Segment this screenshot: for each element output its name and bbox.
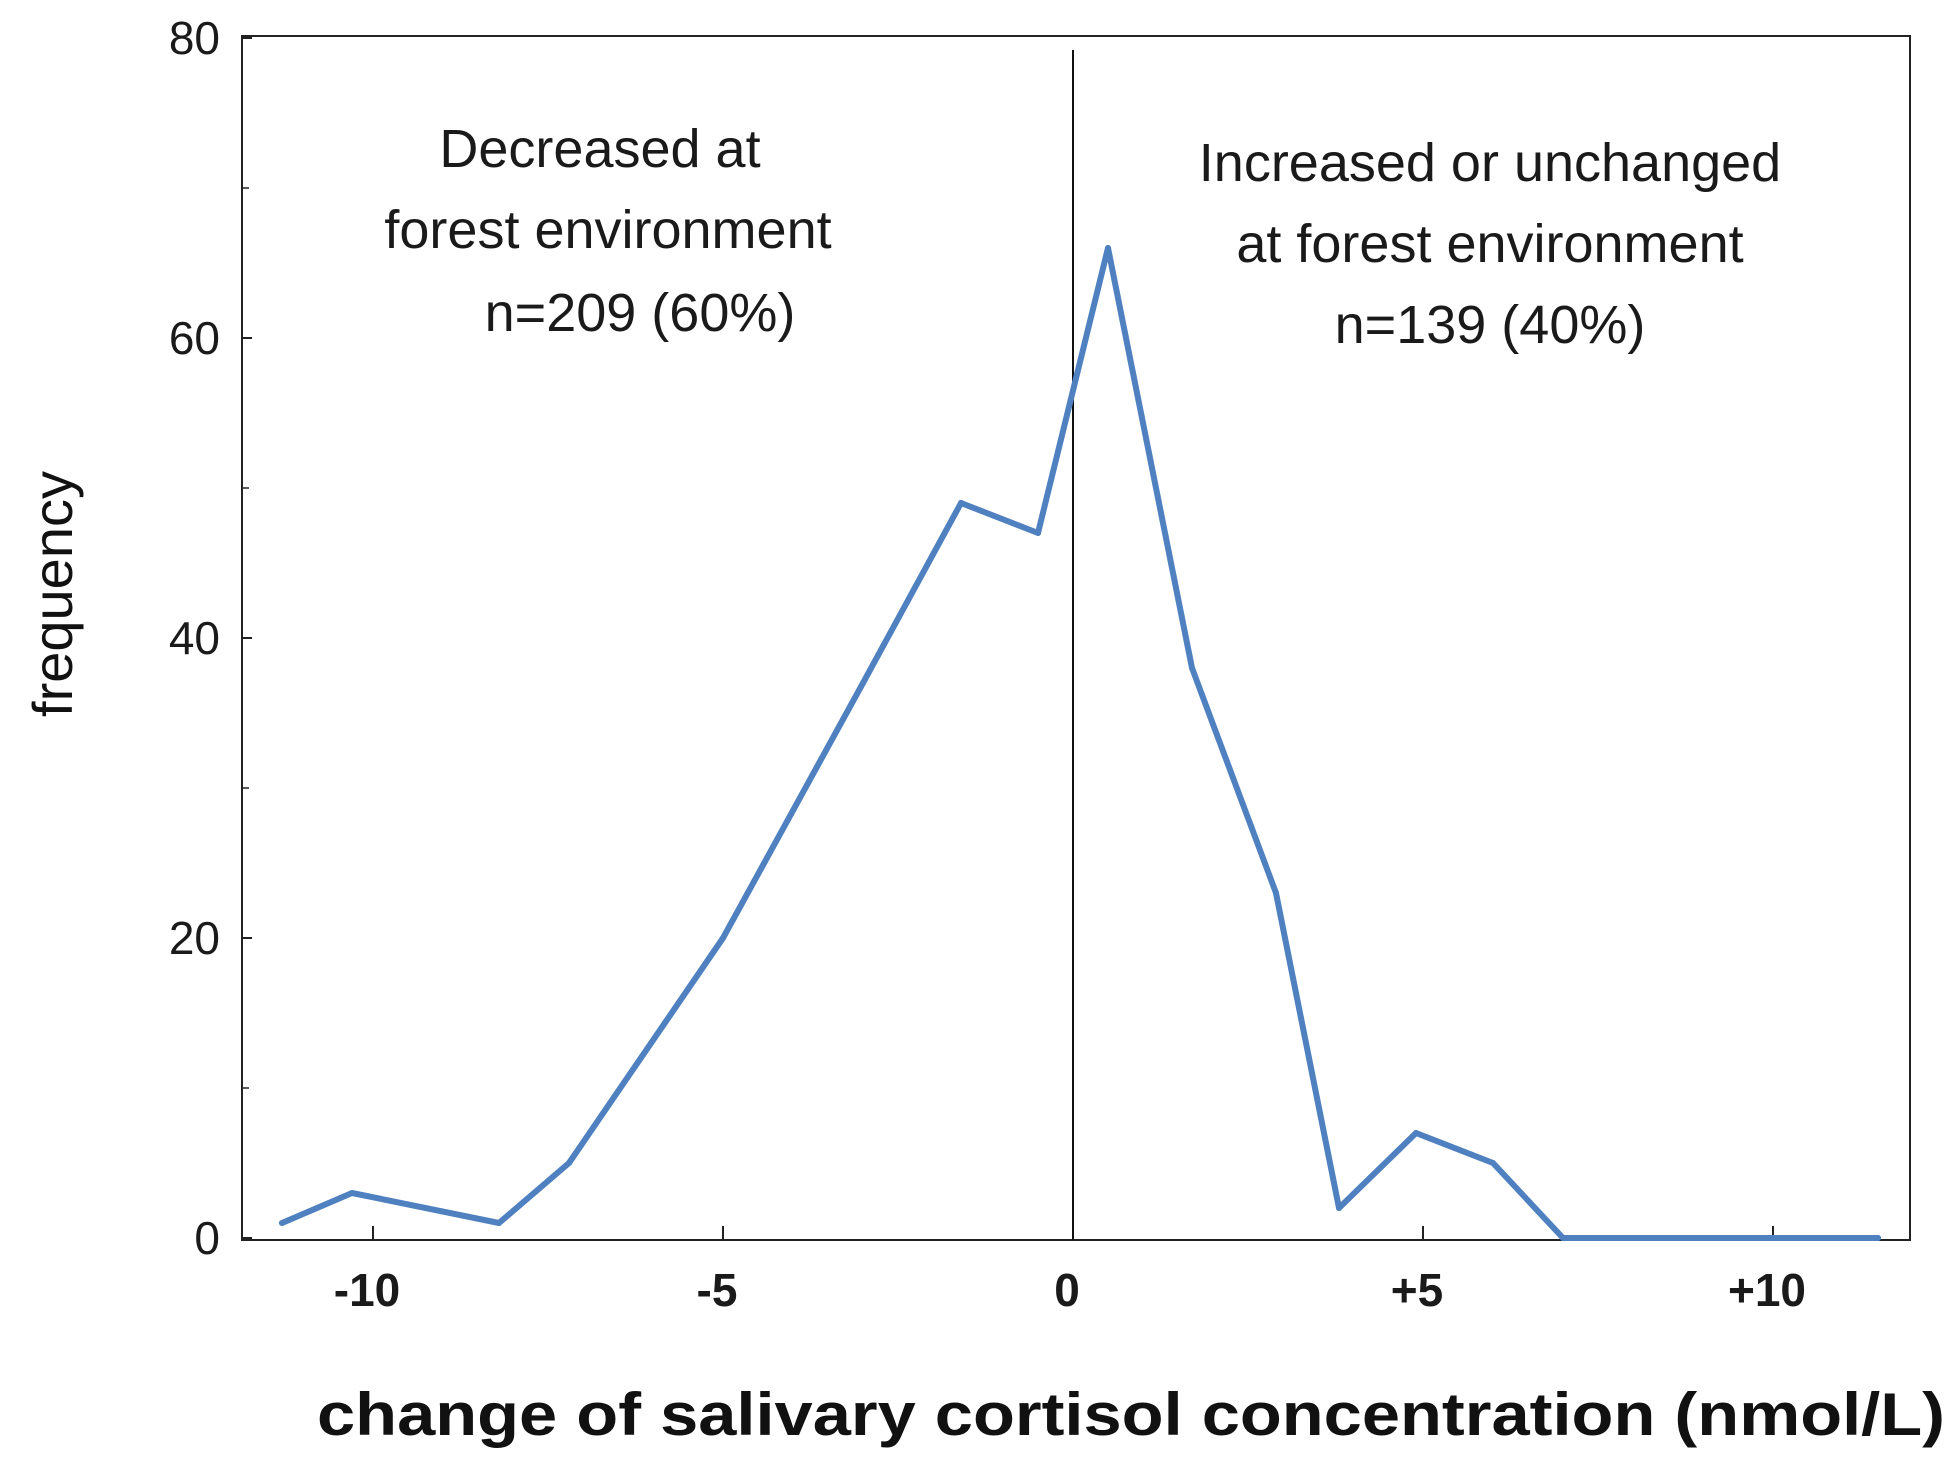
- y-tick-label: 0: [194, 1212, 220, 1264]
- data-point: [860, 680, 866, 686]
- x-tick-label: -5: [697, 1264, 738, 1316]
- data-point: [1189, 665, 1195, 671]
- data-point: [1490, 1160, 1496, 1166]
- x-tick-label: +10: [1728, 1264, 1806, 1316]
- data-point: [566, 1160, 572, 1166]
- data-point: [958, 500, 964, 506]
- x-axis-ticks: -10 -5 0 +5 +10: [334, 1226, 1806, 1316]
- annotation-decreased-n: n=209 (60%): [485, 283, 796, 343]
- data-point: [1336, 1205, 1342, 1211]
- x-tick-label: 0: [1054, 1264, 1080, 1316]
- x-tick-label: +5: [1391, 1264, 1443, 1316]
- data-point: [279, 1220, 285, 1226]
- data-point: [1273, 890, 1279, 896]
- data-point: [1105, 245, 1111, 251]
- y-tick-label: 60: [169, 312, 220, 364]
- series-group: [279, 245, 1881, 1241]
- y-axis-ticks: 0 20 40 60 80: [169, 12, 252, 1264]
- data-point: [1875, 1235, 1881, 1241]
- data-point: [349, 1190, 355, 1196]
- y-axis-title: frequency: [21, 471, 84, 717]
- annotation-increased-line1: Increased or unchanged: [1199, 133, 1781, 193]
- data-point: [720, 935, 726, 941]
- data-point: [1560, 1235, 1566, 1241]
- annotation-decreased-line2: forest environment: [384, 200, 831, 260]
- annotation-increased-n: n=139 (40%): [1335, 295, 1646, 355]
- y-tick-label: 20: [169, 912, 220, 964]
- annotation-increased-line2: at forest environment: [1236, 214, 1743, 274]
- data-point: [1413, 1130, 1419, 1136]
- data-point: [496, 1220, 502, 1226]
- x-axis-title: change of salivary cortisol concentratio…: [317, 1381, 1945, 1448]
- data-point: [1035, 530, 1041, 536]
- y-tick-label: 80: [169, 12, 220, 64]
- annotation-decreased-line1: Decreased at: [439, 119, 760, 179]
- series-line-frequency: [279, 245, 1881, 1241]
- y-tick-label: 40: [169, 612, 220, 664]
- x-tick-label: -10: [334, 1264, 400, 1316]
